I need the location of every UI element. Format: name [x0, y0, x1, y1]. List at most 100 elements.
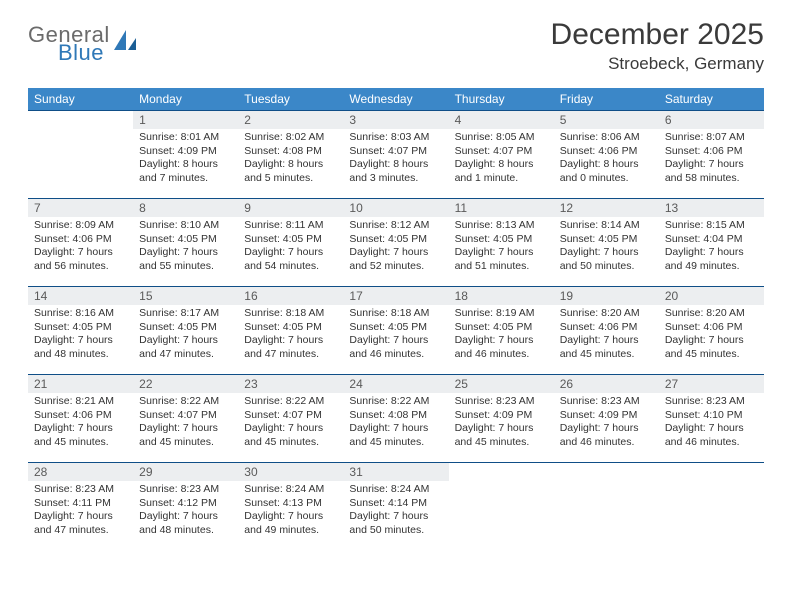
sunrise-line: Sunrise: 8:23 AM — [560, 395, 653, 409]
sunrise-line: Sunrise: 8:12 AM — [349, 219, 442, 233]
day-number: 28 — [28, 463, 133, 481]
calendar-day-cell: 22Sunrise: 8:22 AMSunset: 4:07 PMDayligh… — [133, 375, 238, 463]
day-number: 16 — [238, 287, 343, 305]
sunset-line: Sunset: 4:05 PM — [455, 233, 548, 247]
calendar-day-cell: 11Sunrise: 8:13 AMSunset: 4:05 PMDayligh… — [449, 199, 554, 287]
calendar-day-cell: 5Sunrise: 8:06 AMSunset: 4:06 PMDaylight… — [554, 111, 659, 199]
day-content: Sunrise: 8:05 AMSunset: 4:07 PMDaylight:… — [449, 129, 554, 190]
day-content: Sunrise: 8:03 AMSunset: 4:07 PMDaylight:… — [343, 129, 448, 190]
location-label: Stroebeck, Germany — [551, 54, 764, 74]
day-content: Sunrise: 8:13 AMSunset: 4:05 PMDaylight:… — [449, 217, 554, 278]
day-number: 8 — [133, 199, 238, 217]
daylight-line: Daylight: 7 hours and 50 minutes. — [349, 510, 442, 537]
day-number: 29 — [133, 463, 238, 481]
daylight-line: Daylight: 7 hours and 47 minutes. — [34, 510, 127, 537]
daylight-line: Daylight: 7 hours and 49 minutes. — [244, 510, 337, 537]
weekday-header: Monday — [133, 88, 238, 111]
sunrise-line: Sunrise: 8:13 AM — [455, 219, 548, 233]
day-number: 30 — [238, 463, 343, 481]
sunrise-line: Sunrise: 8:24 AM — [244, 483, 337, 497]
sunrise-line: Sunrise: 8:22 AM — [349, 395, 442, 409]
day-number: 21 — [28, 375, 133, 393]
day-number: 31 — [343, 463, 448, 481]
day-content: Sunrise: 8:06 AMSunset: 4:06 PMDaylight:… — [554, 129, 659, 190]
calendar-table: SundayMondayTuesdayWednesdayThursdayFrid… — [28, 88, 764, 551]
day-number: 27 — [659, 375, 764, 393]
calendar-day-cell: 4Sunrise: 8:05 AMSunset: 4:07 PMDaylight… — [449, 111, 554, 199]
day-number: 26 — [554, 375, 659, 393]
calendar-day-cell: 25Sunrise: 8:23 AMSunset: 4:09 PMDayligh… — [449, 375, 554, 463]
sunrise-line: Sunrise: 8:09 AM — [34, 219, 127, 233]
calendar-day-cell — [554, 463, 659, 551]
day-number: 17 — [343, 287, 448, 305]
weekday-header: Saturday — [659, 88, 764, 111]
sunset-line: Sunset: 4:05 PM — [34, 321, 127, 335]
daylight-line: Daylight: 7 hours and 49 minutes. — [665, 246, 758, 273]
sunset-line: Sunset: 4:07 PM — [455, 145, 548, 159]
sunset-line: Sunset: 4:05 PM — [139, 233, 232, 247]
day-content: Sunrise: 8:18 AMSunset: 4:05 PMDaylight:… — [238, 305, 343, 366]
day-content: Sunrise: 8:02 AMSunset: 4:08 PMDaylight:… — [238, 129, 343, 190]
sunset-line: Sunset: 4:05 PM — [139, 321, 232, 335]
sunrise-line: Sunrise: 8:20 AM — [560, 307, 653, 321]
calendar-day-cell: 12Sunrise: 8:14 AMSunset: 4:05 PMDayligh… — [554, 199, 659, 287]
sunset-line: Sunset: 4:05 PM — [455, 321, 548, 335]
weekday-header: Tuesday — [238, 88, 343, 111]
sunrise-line: Sunrise: 8:10 AM — [139, 219, 232, 233]
day-number: 5 — [554, 111, 659, 129]
brand-sail-icon — [112, 28, 138, 59]
day-content: Sunrise: 8:01 AMSunset: 4:09 PMDaylight:… — [133, 129, 238, 190]
weekday-header: Wednesday — [343, 88, 448, 111]
sunrise-line: Sunrise: 8:05 AM — [455, 131, 548, 145]
day-content: Sunrise: 8:19 AMSunset: 4:05 PMDaylight:… — [449, 305, 554, 366]
calendar-day-cell — [28, 111, 133, 199]
calendar-day-cell: 1Sunrise: 8:01 AMSunset: 4:09 PMDaylight… — [133, 111, 238, 199]
daylight-line: Daylight: 7 hours and 45 minutes. — [139, 422, 232, 449]
sunset-line: Sunset: 4:05 PM — [244, 321, 337, 335]
daylight-line: Daylight: 7 hours and 45 minutes. — [244, 422, 337, 449]
weekday-header: Thursday — [449, 88, 554, 111]
daylight-line: Daylight: 7 hours and 45 minutes. — [34, 422, 127, 449]
sunrise-line: Sunrise: 8:14 AM — [560, 219, 653, 233]
sunrise-line: Sunrise: 8:16 AM — [34, 307, 127, 321]
day-number: 4 — [449, 111, 554, 129]
daylight-line: Daylight: 7 hours and 46 minutes. — [665, 422, 758, 449]
sunrise-line: Sunrise: 8:01 AM — [139, 131, 232, 145]
day-content: Sunrise: 8:22 AMSunset: 4:07 PMDaylight:… — [238, 393, 343, 454]
sunset-line: Sunset: 4:08 PM — [244, 145, 337, 159]
sunrise-line: Sunrise: 8:20 AM — [665, 307, 758, 321]
daylight-line: Daylight: 7 hours and 45 minutes. — [560, 334, 653, 361]
sunset-line: Sunset: 4:06 PM — [665, 145, 758, 159]
day-content: Sunrise: 8:22 AMSunset: 4:08 PMDaylight:… — [343, 393, 448, 454]
sunrise-line: Sunrise: 8:03 AM — [349, 131, 442, 145]
daylight-line: Daylight: 8 hours and 5 minutes. — [244, 158, 337, 185]
day-number: 11 — [449, 199, 554, 217]
day-number: 18 — [449, 287, 554, 305]
calendar-day-cell: 23Sunrise: 8:22 AMSunset: 4:07 PMDayligh… — [238, 375, 343, 463]
day-content: Sunrise: 8:20 AMSunset: 4:06 PMDaylight:… — [554, 305, 659, 366]
daylight-line: Daylight: 7 hours and 48 minutes. — [139, 510, 232, 537]
day-content: Sunrise: 8:11 AMSunset: 4:05 PMDaylight:… — [238, 217, 343, 278]
calendar-day-cell — [659, 463, 764, 551]
day-content: Sunrise: 8:15 AMSunset: 4:04 PMDaylight:… — [659, 217, 764, 278]
day-number: 1 — [133, 111, 238, 129]
sunrise-line: Sunrise: 8:24 AM — [349, 483, 442, 497]
sunrise-line: Sunrise: 8:17 AM — [139, 307, 232, 321]
daylight-line: Daylight: 8 hours and 3 minutes. — [349, 158, 442, 185]
daylight-line: Daylight: 8 hours and 7 minutes. — [139, 158, 232, 185]
day-number: 3 — [343, 111, 448, 129]
calendar-day-cell: 29Sunrise: 8:23 AMSunset: 4:12 PMDayligh… — [133, 463, 238, 551]
daylight-line: Daylight: 7 hours and 58 minutes. — [665, 158, 758, 185]
calendar-day-cell: 18Sunrise: 8:19 AMSunset: 4:05 PMDayligh… — [449, 287, 554, 375]
sunrise-line: Sunrise: 8:07 AM — [665, 131, 758, 145]
sunrise-line: Sunrise: 8:23 AM — [455, 395, 548, 409]
day-content: Sunrise: 8:22 AMSunset: 4:07 PMDaylight:… — [133, 393, 238, 454]
sunset-line: Sunset: 4:05 PM — [349, 321, 442, 335]
day-content: Sunrise: 8:23 AMSunset: 4:09 PMDaylight:… — [554, 393, 659, 454]
day-number: 15 — [133, 287, 238, 305]
sunset-line: Sunset: 4:09 PM — [560, 409, 653, 423]
sunset-line: Sunset: 4:06 PM — [665, 321, 758, 335]
calendar-day-cell: 20Sunrise: 8:20 AMSunset: 4:06 PMDayligh… — [659, 287, 764, 375]
calendar-week-row: 7Sunrise: 8:09 AMSunset: 4:06 PMDaylight… — [28, 199, 764, 287]
day-number: 22 — [133, 375, 238, 393]
